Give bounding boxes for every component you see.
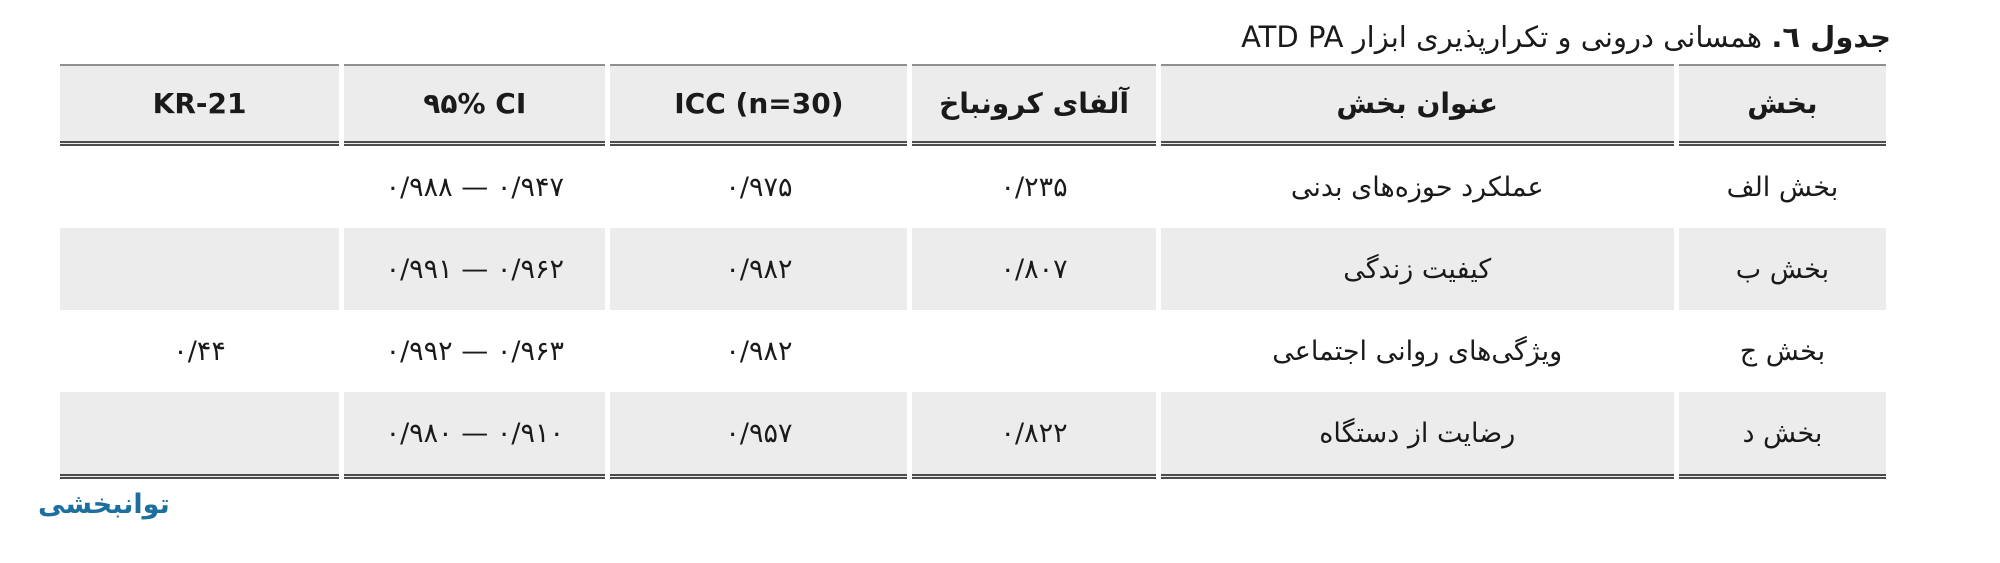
cell-section-title: ویژگی‌های روانی اجتماعی (1160, 310, 1674, 392)
cell-icc: ۰/۹۷۵ (610, 146, 908, 228)
table-row-section-d: بخش د رضایت از دستگاه ۰/۸۲۲ ۰/۹۵۷ ۰/۹۱۰ … (60, 392, 1886, 479)
cell-cronbach-alpha: ۰/۸۲۲ (912, 392, 1156, 479)
column-header-kr21: KR-21 (60, 64, 340, 146)
table-row-section-c: بخش ج ویژگی‌های روانی اجتماعی ۰/۹۸۲ ۰/۹۶… (60, 310, 1886, 392)
cell-icc: ۰/۹۵۷ (610, 392, 908, 479)
cell-ci: ۰/۹۶۲ — ۰/۹۹۱ (344, 228, 606, 310)
journal-logo: توانبخشی (38, 489, 170, 520)
cell-section: بخش ب (1678, 228, 1886, 310)
cell-section-title: عملکرد حوزه‌های بدنی (1160, 146, 1674, 228)
cell-icc: ۰/۹۸۲ (610, 228, 908, 310)
header-row: بخش عنوان بخش آلفای کرونباخ ICC (n=30) ۹… (60, 64, 1886, 146)
cell-icc: ۰/۹۸۲ (610, 310, 908, 392)
table-row-section-a: بخش الف عملکرد حوزه‌های بدنی ۰/۲۳۵ ۰/۹۷۵… (60, 146, 1886, 228)
table-caption: جدول ٦. همسانی درونی و تکرارپذیری ابزار … (55, 0, 1891, 60)
table-row-section-b: بخش ب کیفیت زندگی ۰/۸۰۷ ۰/۹۸۲ ۰/۹۶۲ — ۰/… (60, 228, 1886, 310)
cell-ci: ۰/۹۶۳ — ۰/۹۹۲ (344, 310, 606, 392)
cell-ci: ۰/۹۱۰ — ۰/۹۸۰ (344, 392, 606, 479)
paper-table-region: جدول ٦. همسانی درونی و تکرارپذیری ابزار … (55, 0, 1891, 479)
column-header-section-title: عنوان بخش (1160, 64, 1674, 146)
cell-kr21: ۰/۴۴ (60, 310, 340, 392)
cell-section-title: رضایت از دستگاه (1160, 392, 1674, 479)
cell-kr21 (60, 228, 340, 310)
cell-ci: ۰/۹۴۷ — ۰/۹۸۸ (344, 146, 606, 228)
cell-section: بخش د (1678, 392, 1886, 479)
cell-cronbach-alpha: ۰/۲۳۵ (912, 146, 1156, 228)
column-header-section: بخش (1678, 64, 1886, 146)
table-caption-number: جدول ٦. (1771, 20, 1891, 54)
cell-cronbach-alpha (912, 310, 1156, 392)
table-caption-text: همسانی درونی و تکرارپذیری ابزار ATD PA (1241, 20, 1763, 54)
cell-kr21 (60, 392, 340, 479)
cell-cronbach-alpha: ۰/۸۰۷ (912, 228, 1156, 310)
cell-section: بخش ج (1678, 310, 1886, 392)
column-header-icc: ICC (n=30) (610, 64, 908, 146)
cell-kr21 (60, 146, 340, 228)
cell-section: بخش الف (1678, 146, 1886, 228)
column-header-cronbach-alpha: آلفای کرونباخ (912, 64, 1156, 146)
cell-section-title: کیفیت زندگی (1160, 228, 1674, 310)
column-header-ci: ۹۵% CI (344, 64, 606, 146)
reliability-table: بخش عنوان بخش آلفای کرونباخ ICC (n=30) ۹… (55, 64, 1891, 479)
